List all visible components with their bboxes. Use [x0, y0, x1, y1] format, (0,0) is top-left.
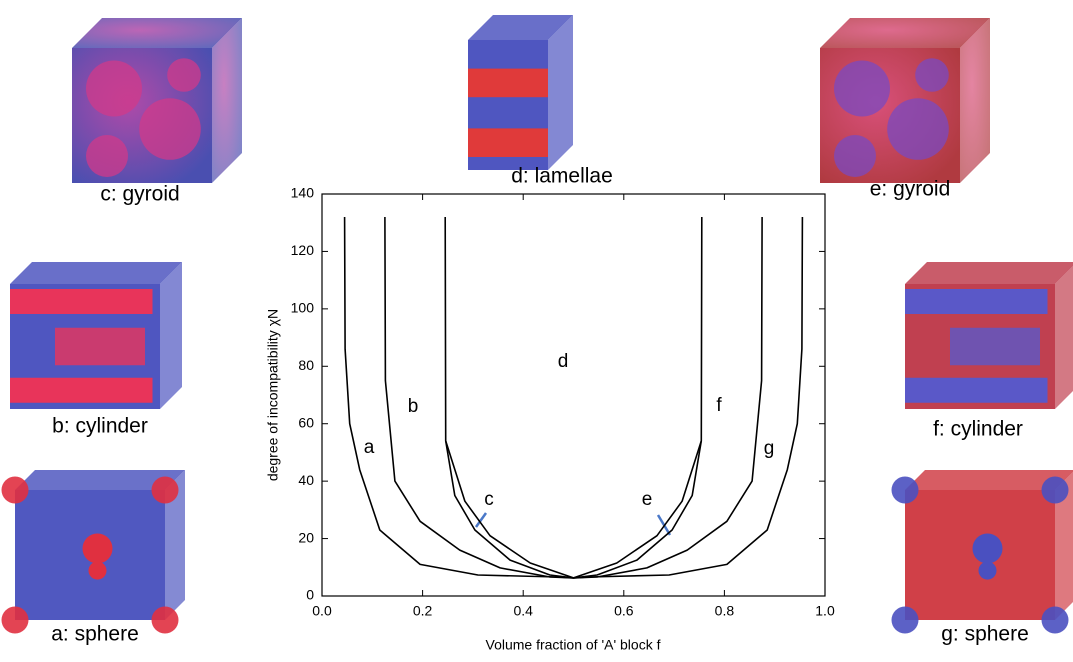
cube-feature [892, 607, 919, 634]
structure-illustrations [2, 15, 1073, 634]
cube-feature [834, 135, 876, 177]
cube-feature [86, 61, 142, 117]
cube-feature [152, 607, 179, 634]
y-tick-label: 60 [298, 414, 314, 430]
cube [892, 470, 1073, 634]
region-label: e [642, 489, 653, 510]
cube-feature [10, 289, 153, 314]
x-tick-label: 0.2 [413, 603, 433, 619]
cube-feature [905, 289, 1048, 314]
cube-top [905, 262, 1073, 284]
panel-label: a: sphere [51, 623, 139, 646]
y-tick-label: 140 [291, 185, 315, 201]
cube [468, 15, 573, 170]
x-tick-label: 0.8 [715, 603, 735, 619]
y-tick-label: 20 [298, 529, 314, 545]
x-axis-title: Volume fraction of 'A' block f [486, 637, 661, 653]
region-label: b [408, 396, 419, 417]
cube-feature [979, 562, 997, 580]
cube-feature [468, 69, 548, 98]
cube [72, 18, 242, 183]
panel-label: b: cylinder [52, 415, 148, 438]
cube-top [10, 262, 182, 284]
x-tick-label: 0.4 [513, 603, 533, 619]
panel-label: f: cylinder [933, 418, 1023, 441]
cube-feature [152, 477, 179, 504]
x-tick-label: 0.6 [614, 603, 634, 619]
panel-label: d: lamellae [511, 165, 613, 188]
cube-feature [973, 534, 1003, 564]
phase-boundary [385, 217, 762, 578]
plot-frame [322, 194, 825, 596]
cube-feature [2, 607, 29, 634]
panel-label: e: gyroid [870, 178, 951, 201]
cube [10, 262, 182, 409]
y-axis-title: degree of incompatibility χN [265, 309, 281, 481]
panel-label: g: sphere [941, 623, 1029, 646]
cube [2, 470, 186, 634]
cube-feature [2, 477, 29, 504]
y-tick-label: 0 [306, 587, 314, 603]
x-tick-label: 1.0 [815, 603, 835, 619]
cube-feature [1042, 477, 1069, 504]
region-pointer [476, 513, 486, 527]
region-label: d [558, 351, 569, 372]
region-label: g [764, 438, 775, 459]
cube-feature [950, 328, 1040, 366]
cube-feature [10, 378, 153, 403]
region-label: a [364, 437, 375, 458]
cube-feature [887, 98, 949, 160]
cube-side [548, 15, 573, 170]
y-tick-label: 80 [298, 357, 314, 373]
cube-feature [905, 378, 1048, 403]
cube-feature [139, 98, 201, 160]
cube-feature [167, 58, 201, 92]
cube-feature [86, 135, 128, 177]
x-tick-label: 0.0 [312, 603, 332, 619]
cube-feature [83, 534, 113, 564]
region-label: c [484, 489, 494, 510]
cube-side [160, 262, 182, 409]
y-tick-label: 40 [298, 472, 314, 488]
cube [820, 18, 990, 183]
cube-feature [89, 562, 107, 580]
cube-feature [468, 128, 548, 157]
y-tick-label: 100 [291, 300, 315, 316]
region-label: f [716, 395, 722, 416]
cube-feature [892, 477, 919, 504]
cube-feature [1042, 607, 1069, 634]
cube-feature [915, 58, 949, 92]
cube [905, 262, 1073, 409]
cube-side [1055, 262, 1073, 409]
panel-label: c: gyroid [100, 183, 179, 206]
y-tick-label: 120 [291, 242, 315, 258]
cube-feature [834, 61, 890, 117]
cube-feature [55, 328, 145, 366]
